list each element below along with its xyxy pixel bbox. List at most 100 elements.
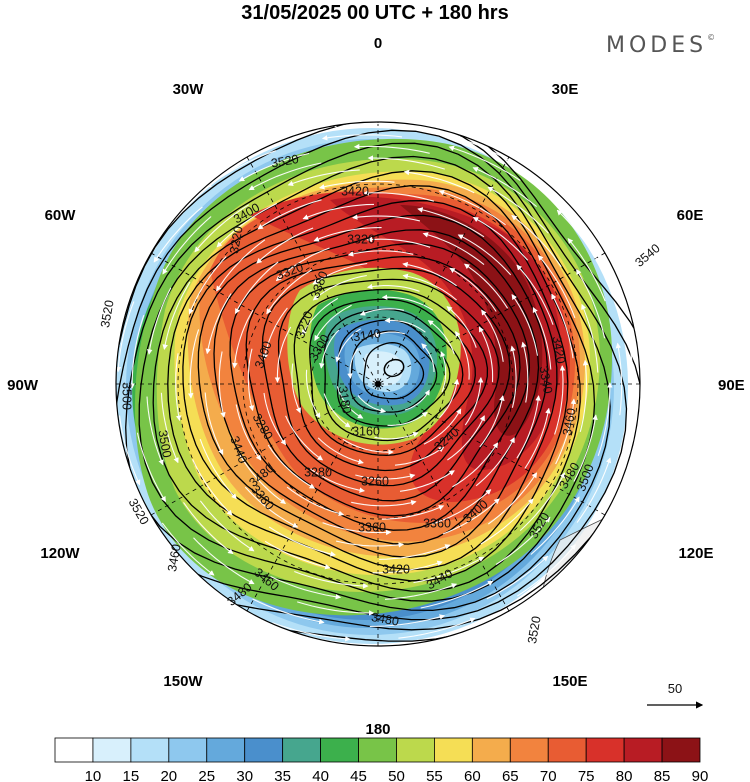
- streamline: [521, 341, 529, 403]
- streamline: [372, 331, 406, 337]
- contour-label: 3160: [352, 424, 380, 438]
- contour-line: [277, 278, 500, 487]
- streamline: [576, 268, 606, 339]
- colorbar-swatch: [358, 737, 397, 763]
- colorbar-tick-label: 60: [464, 768, 481, 782]
- colorbar-tick-label: 45: [350, 768, 367, 782]
- south-america-outline: [124, 139, 191, 222]
- contour-line: [323, 308, 464, 442]
- streamline: [573, 414, 598, 482]
- streamline: [199, 500, 255, 552]
- streamline: [235, 261, 279, 315]
- streamline: [555, 398, 577, 465]
- colorbar-swatch: [282, 737, 321, 763]
- streamline: [275, 247, 330, 282]
- streamline: [175, 353, 182, 422]
- contour-label: 3360: [358, 520, 386, 534]
- streamline: [402, 273, 457, 301]
- colorbar-swatch: [471, 737, 511, 763]
- lon-90e: 90E: [718, 377, 745, 394]
- low-center-contour: [383, 358, 405, 378]
- streamline: [205, 293, 232, 355]
- streamline: [305, 369, 321, 419]
- contour-line: [309, 298, 476, 456]
- contour-line: [152, 170, 581, 592]
- streamline: [347, 348, 359, 379]
- streamline: [183, 502, 234, 555]
- streamline: [147, 287, 172, 355]
- contour-line: [213, 229, 540, 545]
- contour-label: 3420: [382, 562, 410, 576]
- streamline: [153, 206, 203, 263]
- streamline: [495, 516, 551, 565]
- streamline: [357, 395, 387, 414]
- streamline: [452, 442, 499, 488]
- streamline: [232, 309, 254, 369]
- streamline: [366, 283, 420, 292]
- contour-label: 3460: [560, 407, 579, 437]
- colorbar-tick-label: 20: [160, 768, 177, 782]
- colorbar-tick-label: 10: [85, 768, 102, 782]
- map-boundary: [115, 121, 641, 647]
- contour-label: 3500: [155, 429, 174, 459]
- streamline: [457, 234, 512, 276]
- streamline: [129, 315, 145, 389]
- streamline: [413, 556, 485, 584]
- streamline: [257, 199, 322, 230]
- streamline: [319, 180, 395, 190]
- streamline: [440, 351, 447, 393]
- streamline: [421, 343, 435, 373]
- streamline: [439, 378, 460, 418]
- colorbar-swatch: [396, 737, 435, 763]
- streamline: [369, 614, 446, 627]
- streamline: [398, 617, 476, 639]
- streamline: [272, 622, 351, 642]
- streamline: [447, 415, 485, 461]
- streamline: [472, 217, 529, 261]
- streamline: [146, 396, 164, 466]
- contour-line: [349, 330, 438, 413]
- streamline: [335, 540, 405, 548]
- streamline: [620, 313, 634, 389]
- contour-label: 3420: [549, 335, 568, 365]
- contour-label: 3340: [536, 365, 555, 395]
- streamline: [487, 472, 538, 525]
- streamline: [519, 472, 566, 532]
- streamline: [532, 306, 552, 370]
- pole-dot: [375, 381, 381, 387]
- streamline: [486, 555, 549, 600]
- streamline: [297, 601, 375, 616]
- streamline: [244, 486, 299, 528]
- streamline: [199, 438, 237, 500]
- streamline: [270, 576, 342, 600]
- streamline: [291, 363, 301, 414]
- contour-label: 3520: [270, 152, 300, 171]
- streamline: [287, 169, 360, 187]
- colorbar-tick-label: 65: [502, 768, 519, 782]
- streamline: [431, 489, 492, 525]
- lon-150e: 150E: [552, 673, 587, 690]
- contour-label: 3520: [525, 615, 544, 645]
- streamline: [188, 256, 227, 315]
- streamline: [266, 269, 313, 315]
- streamline: [263, 392, 287, 446]
- streamline: [194, 204, 250, 253]
- streamline: [335, 328, 362, 363]
- streamline: [404, 389, 430, 411]
- streamline: [464, 376, 484, 426]
- streamline: [511, 294, 539, 356]
- colorbar-tick-label: 30: [236, 768, 253, 782]
- wind-streamlines: [116, 122, 640, 643]
- streamline: [551, 293, 574, 359]
- contour-line: [261, 267, 511, 502]
- streamline: [394, 446, 445, 466]
- contour-label: 3220: [227, 225, 246, 255]
- contour-label: 3360: [423, 516, 451, 530]
- streamline: [312, 274, 367, 301]
- lon-150w: 150W: [163, 673, 203, 690]
- lon-90w: 90W: [7, 377, 39, 394]
- streamline: [516, 395, 541, 459]
- streamline: [479, 395, 505, 448]
- streamline: [455, 331, 470, 380]
